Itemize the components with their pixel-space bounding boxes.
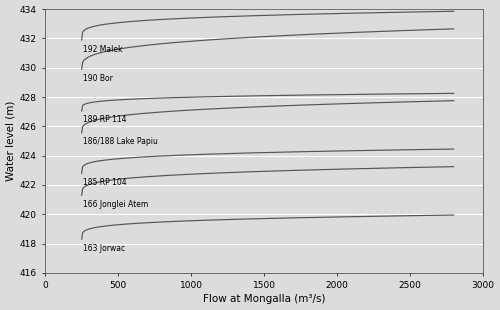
- Text: 190 Bor: 190 Bor: [83, 74, 113, 83]
- Y-axis label: Water level (m): Water level (m): [6, 101, 16, 181]
- Text: 189 RP 114: 189 RP 114: [83, 115, 126, 124]
- X-axis label: Flow at Mongalla (m³/s): Flow at Mongalla (m³/s): [203, 294, 326, 304]
- Text: 192 Malek: 192 Malek: [83, 45, 122, 54]
- Text: 163 Jorwac: 163 Jorwac: [83, 244, 125, 253]
- Text: 185 RP 104: 185 RP 104: [83, 178, 126, 187]
- Text: 166 Jonglei Atem: 166 Jonglei Atem: [83, 200, 148, 209]
- Text: 186/188 Lake Papiu: 186/188 Lake Papiu: [83, 137, 158, 146]
